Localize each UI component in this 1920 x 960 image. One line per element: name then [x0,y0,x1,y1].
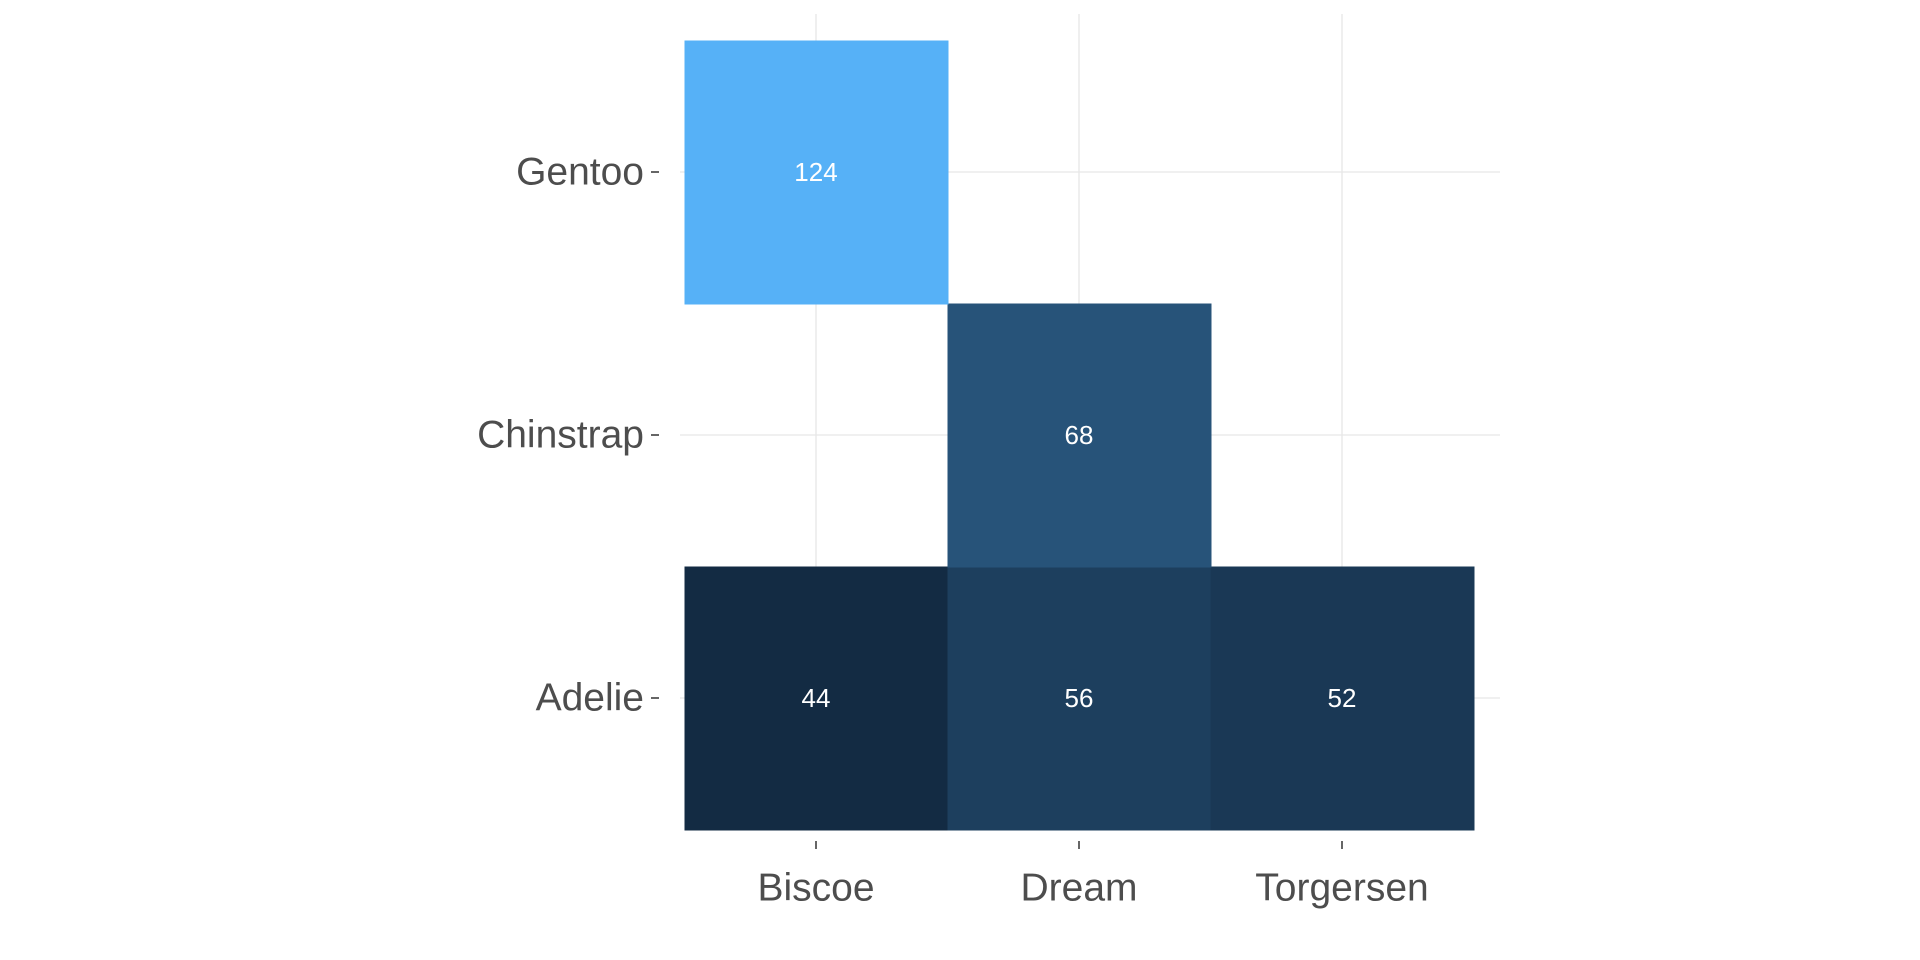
y-tick-label: Chinstrap [477,414,644,457]
heatmap-cell [684,40,949,305]
cell-layer: 44 56 52 68 124 [684,40,1475,831]
x-tick-label: Biscoe [757,867,874,910]
y-tick-label: Adelie [536,677,644,720]
cell-value-label: 124 [794,157,837,187]
cell-value-label: 68 [1065,420,1094,450]
heatmap-cell [684,566,949,831]
y-tick-label: Gentoo [516,151,644,194]
axis-layer: Biscoe Dream Torgersen Adelie Chinstrap Gento… [477,151,1429,910]
x-tick-label: Dream [1020,867,1137,910]
heatmap-cell [1210,566,1475,831]
cell-value-label: 56 [1065,683,1094,713]
cell-value-label: 52 [1328,683,1357,713]
heatmap-cell [947,303,1212,568]
x-tick-label: Torgersen [1255,867,1428,910]
heatmap-cell [947,566,1212,831]
cell-value-label: 44 [802,683,831,713]
